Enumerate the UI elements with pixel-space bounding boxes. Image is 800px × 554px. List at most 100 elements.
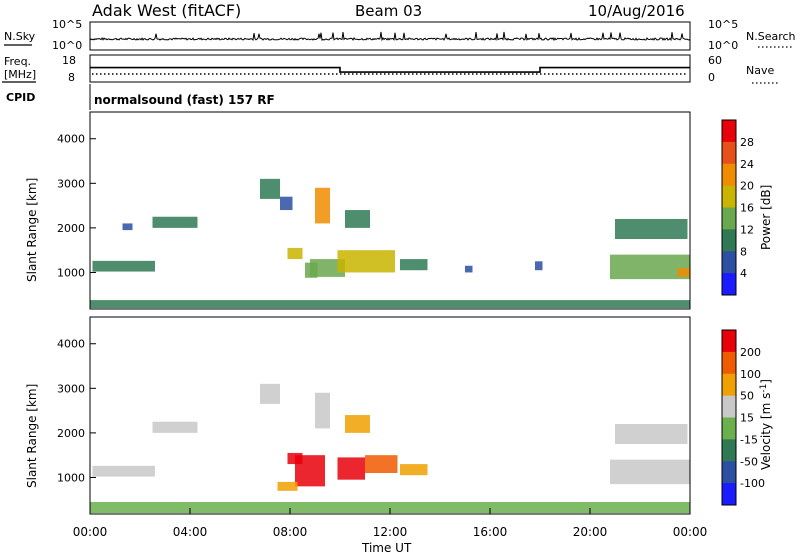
time-xtick-label-0: 00:00 [73, 525, 108, 539]
power-echo-region-7 [315, 187, 330, 224]
velocity-colorbar: 200 100 50 15 -15 -50 -100 [721, 329, 765, 506]
velocity-colorbar-label: Velocity [m s-1] [759, 379, 773, 470]
velocity-echo-region-10 [345, 415, 370, 433]
power-colorbar-swatch-1 [722, 141, 736, 165]
velocity-echo-region-9 [400, 464, 428, 476]
nave-right-tick-top: 60 [708, 54, 722, 67]
power-echo-region-5 [287, 247, 303, 260]
velocity-echo-region-6 [315, 392, 330, 429]
power-echo-region-17 [90, 300, 690, 309]
velocity-colorbar-tick-5: -50 [740, 455, 758, 468]
velocity-colorbar-tick-2: 50 [740, 390, 754, 403]
velocity-ytick-label-0: 1000 [57, 471, 85, 484]
power-echo-region-4 [280, 196, 293, 211]
nave-label: Nave [746, 64, 774, 77]
velocity-colorbar-swatch-4 [722, 417, 736, 440]
noise-left-tick-bottom: 10^0 [52, 39, 82, 52]
velocity-ytick-label-3: 4000 [57, 338, 85, 351]
beam-title: Beam 03 [355, 2, 422, 20]
noise-panel: N.Sky 10^5 10^0 10^5 10^0 N.Search [4, 18, 796, 52]
power-echo-region-9 [337, 250, 395, 273]
power-colorbar-tick-3: 16 [740, 202, 754, 215]
velocity-colorbar-swatch-2 [722, 373, 736, 397]
power-echo-region-11 [345, 210, 370, 228]
power-colorbar-tick-2: 20 [740, 180, 754, 193]
power-echo-region-13 [535, 261, 543, 271]
power-colorbar-swatch-5 [722, 229, 736, 252]
power-colorbar-tick-6: 4 [740, 267, 747, 280]
velocity-echo-region-7 [337, 457, 365, 480]
power-ylabel: Slant Range [km] [25, 178, 39, 282]
time-xtick-label-3: 12:00 [373, 525, 408, 539]
power-colorbar-swatch-4 [722, 207, 736, 230]
power-echo-region-12 [465, 265, 473, 273]
power-colorbar-tick-4: 12 [740, 223, 754, 236]
power-y-ticks: 1000 2000 3000 4000 [57, 133, 96, 279]
power-colorbar-swatch-7 [722, 273, 736, 296]
power-colorbar-tick-5: 8 [740, 245, 747, 258]
time-xtick-label-5: 20:00 [573, 525, 608, 539]
frequency-step-line [90, 66, 690, 73]
freq-label: Freq. [4, 55, 31, 68]
freq-left-tick-top: 18 [62, 54, 76, 67]
noise-left-tick-top: 10^5 [52, 18, 82, 31]
power-echo-region-0 [92, 260, 155, 272]
power-ytick-label-2: 3000 [57, 177, 85, 190]
power-echo-region-1 [122, 223, 133, 231]
velocity-colorbar-swatch-1 [722, 351, 736, 375]
velocity-colorbar-tick-4: -15 [740, 433, 758, 446]
power-echo-region-15 [610, 254, 690, 280]
cpid-panel: CPID normalsound (fast) 157 RF [6, 84, 275, 110]
velocity-colorbar-swatch-6 [722, 461, 736, 484]
power-echo-region-2 [152, 216, 198, 228]
power-colorbar-tick-0: 28 [740, 136, 754, 149]
time-xtick-label-4: 16:00 [473, 525, 508, 539]
freq-unit-label: [MHz] [4, 68, 36, 81]
power-echo-region-14 [615, 218, 688, 240]
nave-right-tick-bottom: 0 [708, 71, 715, 84]
time-xtick-label-2: 08:00 [273, 525, 308, 539]
velocity-echo-region-2 [260, 383, 280, 404]
cpid-label: CPID [6, 91, 35, 104]
velocity-colorbar-swatch-7 [722, 483, 736, 506]
noise-right-tick-bottom: 10^0 [708, 39, 738, 52]
power-ytick-label-3: 4000 [57, 133, 85, 146]
velocity-echo-region-4 [295, 455, 325, 487]
velocity-echo-region-13 [90, 501, 690, 514]
velocity-colorbar-tick-3: 15 [740, 412, 754, 425]
date-title: 10/Aug/2016 [588, 2, 685, 20]
power-colorbar-swatch-6 [722, 251, 736, 274]
power-colorbar: 28 24 20 16 12 8 4 [721, 119, 754, 296]
velocity-colorbar-swatch-5 [722, 439, 736, 462]
velocity-echo-region-1 [152, 421, 198, 433]
power-colorbar-tick-1: 24 [740, 158, 754, 171]
power-data-layer [90, 178, 690, 309]
frequency-panel: Freq. [MHz] 18 8 60 0 Nave [2, 54, 780, 84]
velocity-colorbar-tick-6: -100 [740, 477, 765, 490]
power-colorbar-label: Power [dB] [759, 185, 773, 250]
time-xtick-label-1: 04:00 [173, 525, 208, 539]
power-colorbar-swatch-3 [722, 185, 736, 208]
velocity-ytick-label-1: 2000 [57, 427, 85, 440]
time-xlabel: Time UT [361, 541, 412, 554]
power-panel: 1000 2000 3000 4000 Slant Range [km] [25, 111, 691, 310]
velocity-ytick-label-2: 3000 [57, 382, 85, 395]
noise-right-label: N.Search [746, 30, 796, 43]
velocity-echo-region-8 [365, 455, 398, 473]
velocity-echo-region-12 [610, 459, 690, 485]
time-x-ticks: 00:00 04:00 08:00 12:00 16:00 20:00 00:00 [73, 508, 708, 539]
power-colorbar-swatch-2 [722, 163, 736, 187]
velocity-echo-region-0 [92, 465, 155, 477]
noise-left-label: N.Sky [4, 30, 36, 43]
time-xtick-label-6: 00:00 [673, 525, 708, 539]
velocity-data-layer [90, 383, 690, 514]
velocity-ylabel: Slant Range [km] [25, 384, 39, 488]
power-echo-region-8 [310, 259, 345, 277]
power-ytick-label-1: 2000 [57, 222, 85, 235]
noise-right-tick-top: 10^5 [708, 18, 738, 31]
power-echo-region-3 [260, 178, 280, 199]
power-colorbar-swatch-0 [722, 120, 736, 143]
power-ytick-label-0: 1000 [57, 266, 85, 279]
power-echo-region-16 [677, 267, 690, 277]
